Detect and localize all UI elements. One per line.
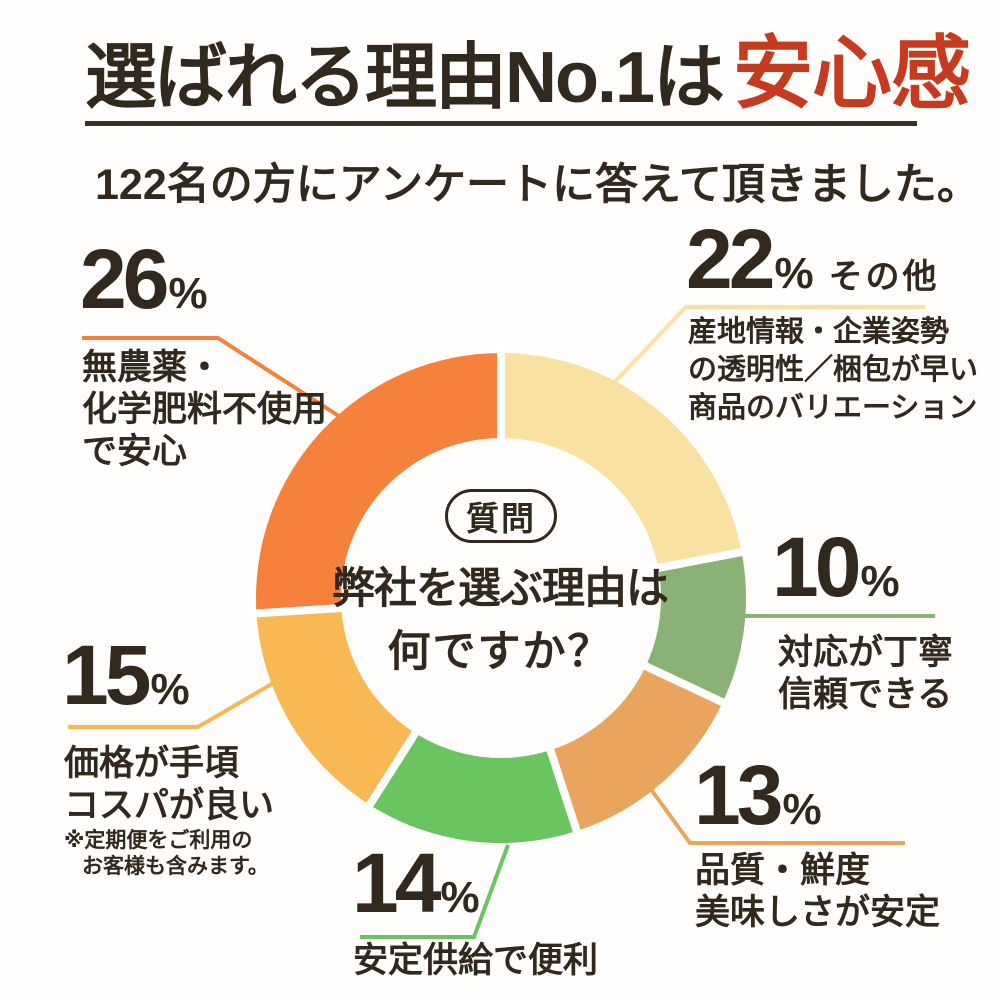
title-highlight: 安心感 xyxy=(733,29,971,118)
callout-price-label: 価格が手頃 コスパが良い xyxy=(64,743,274,827)
value-14: 14 xyxy=(352,836,441,930)
percent-sign: % xyxy=(860,557,899,606)
callout-quality-value: 13% xyxy=(694,753,822,837)
callout-price-note: ※定期便をご利用の お客様も含みます。 xyxy=(64,828,269,880)
donut-segment-organic xyxy=(255,353,501,614)
leader-line-organic xyxy=(82,336,347,422)
percent-sign: % xyxy=(440,873,479,922)
segment-separator xyxy=(543,739,583,840)
donut-segment-quality xyxy=(550,666,723,832)
label-line: コスパが良い xyxy=(64,786,275,825)
leader-line-supply xyxy=(360,844,510,939)
leader-line-other xyxy=(610,305,925,387)
value-10: 10 xyxy=(772,520,861,614)
value-26: 26 xyxy=(80,232,169,326)
callout-price-value: 15% xyxy=(62,633,190,717)
callout-supply-label: 安定供給で便利 xyxy=(353,940,598,982)
desc-line: の透明性／梱包が早い xyxy=(688,354,979,386)
callout-other-suffix: その他 xyxy=(828,258,940,296)
percent-sign: % xyxy=(782,785,821,834)
title-main: 選ばれる理由No.1は xyxy=(85,38,725,118)
label-line: 化学肥料不使用 xyxy=(82,390,328,429)
segment-separators xyxy=(248,345,751,840)
page-title: 選ばれる理由No.1は 安心感 xyxy=(85,29,971,118)
title-underline xyxy=(85,121,917,126)
segment-separator xyxy=(635,658,732,710)
label-line: 無農薬・ xyxy=(82,348,223,387)
label-line: 品質・鮮度 xyxy=(695,851,871,890)
segment-separator xyxy=(647,546,751,574)
value-22: 22 xyxy=(686,212,775,306)
callout-other-value: 22% その他 xyxy=(686,217,940,301)
question-badge: 質問 xyxy=(445,489,557,543)
callout-polite-label: 対応が丁寧 信頼できる xyxy=(778,632,953,716)
callout-polite-value: 10% xyxy=(772,525,900,609)
percent-sign: % xyxy=(168,269,207,318)
label-line: 美味しさが安定 xyxy=(695,893,941,932)
callout-organic-label: 無農薬・ 化学肥料不使用 で安心 xyxy=(82,347,327,473)
donut-segment-other xyxy=(501,353,742,569)
label-line: 価格が手頃 xyxy=(64,744,240,783)
donut-segment-price xyxy=(256,608,416,805)
callout-organic-value: 26% xyxy=(80,237,208,321)
callout-other-desc: 産地情報・企業姿勢 の透明性／梱包が早い 商品のバリエーション xyxy=(688,313,978,427)
donut-segment-supply xyxy=(369,733,577,844)
desc-line: 産地情報・企業姿勢 xyxy=(688,316,950,348)
question-line-1: 弊社を選ぶ理由は xyxy=(332,565,669,613)
percent-sign: % xyxy=(774,249,813,298)
donut-segments xyxy=(255,353,746,844)
desc-line: 商品のバリエーション xyxy=(688,392,978,424)
value-13: 13 xyxy=(694,748,783,842)
note-line: ※定期便をご利用の xyxy=(64,829,253,852)
callout-supply-value: 14% xyxy=(352,841,480,925)
note-line: お客様も含みます。 xyxy=(82,855,269,878)
label-line: で安心 xyxy=(82,432,188,471)
callout-quality-label: 品質・鮮度 美味しさが安定 xyxy=(695,850,940,934)
percent-sign: % xyxy=(150,665,189,714)
subtitle: 122名の方にアンケートに答えて頂きました。 xyxy=(95,161,980,209)
leader-lines xyxy=(68,305,935,939)
segment-separator xyxy=(248,603,352,618)
question-line-2: 何ですか？ xyxy=(387,628,613,676)
donut-segment-polite xyxy=(645,552,746,703)
label-line: 安定供給で便利 xyxy=(353,941,599,980)
label-line: 対応が丁寧 xyxy=(778,633,954,672)
leader-line-quality xyxy=(648,786,905,845)
value-15: 15 xyxy=(62,628,151,722)
label-line: 信頼できる xyxy=(778,675,953,714)
leader-line-price xyxy=(68,676,284,729)
segment-separator xyxy=(362,722,425,814)
